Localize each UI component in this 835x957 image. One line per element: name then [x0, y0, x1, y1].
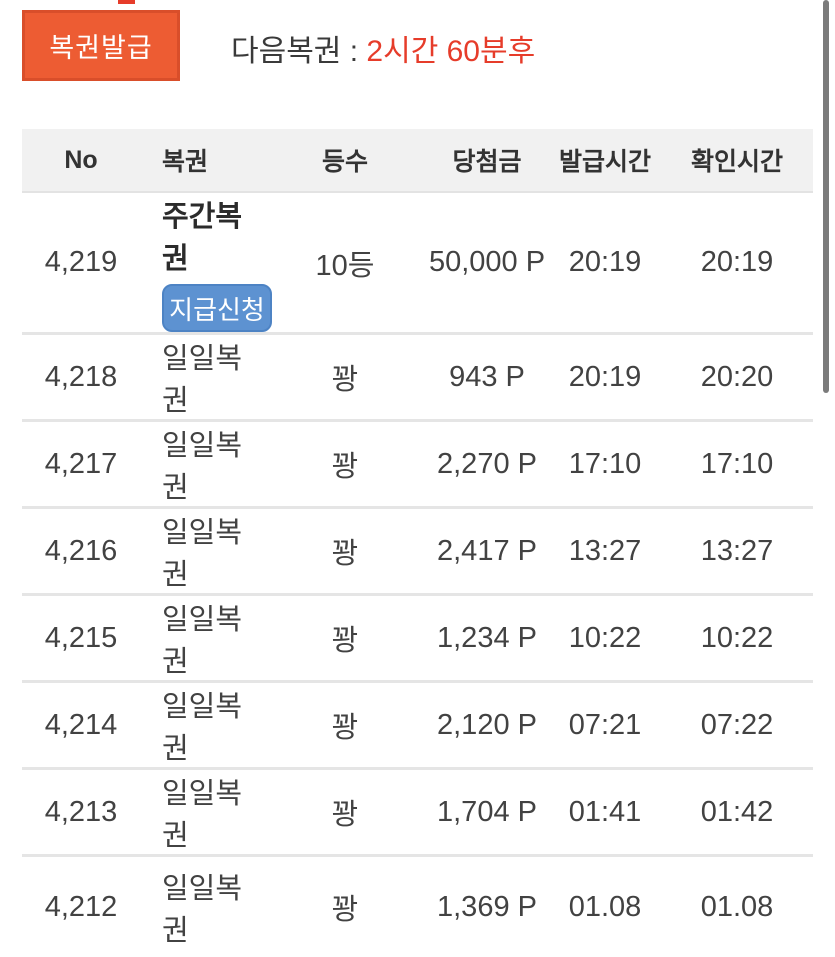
row-lottery-cell: 주간복권 지급신청	[140, 193, 272, 332]
lottery-type-label: 일일복권	[162, 604, 243, 678]
table-row: 4,219 주간복권 지급신청 10등 50,000 P 20:19 20:19	[22, 193, 813, 335]
row-prize: 1,234 P	[437, 621, 537, 654]
row-prize: 943 P	[449, 360, 525, 393]
lottery-history-table: No 복권 등수 당첨금 발급시간 확인시간 4,219 주간복권 지급신청 1…	[22, 129, 813, 957]
row-check-time: 07:22	[700, 708, 774, 741]
row-no: 4,213	[44, 795, 118, 828]
col-header-issued-time: 발급시간	[558, 148, 651, 176]
row-check-time: 13:27	[700, 534, 774, 567]
table-row: 4,216 일일복권 꽝 2,417 P 13:27 13:27	[22, 509, 813, 596]
table-row: 4,213 일일복권 꽝 1,704 P 01:41 01:42	[22, 770, 813, 857]
col-header-prize: 당첨금	[452, 148, 522, 176]
lottery-type-label: 일일복권	[162, 873, 243, 947]
row-lottery-cell: 일일복권	[140, 422, 265, 506]
row-rank: 10등	[315, 249, 375, 282]
row-issued-time: 01:41	[568, 795, 642, 828]
col-header-check-time: 확인시간	[690, 148, 783, 176]
row-lottery-cell: 일일복권	[140, 335, 265, 419]
row-issued-time: 13:27	[568, 534, 642, 567]
row-check-time: 10:22	[700, 621, 774, 654]
row-no: 4,218	[44, 360, 118, 393]
lottery-type-label: 일일복권	[162, 778, 243, 852]
row-check-time: 17:10	[700, 447, 774, 480]
table-row: 4,217 일일복권 꽝 2,270 P 17:10 17:10	[22, 422, 813, 509]
row-issued-time: 17:10	[568, 447, 642, 480]
row-check-time: 20:19	[700, 246, 774, 278]
row-lottery-cell: 일일복권	[140, 865, 265, 949]
lottery-type-label: 일일복권	[162, 517, 243, 591]
row-no: 4,217	[44, 447, 118, 480]
top-red-fragment	[118, 0, 135, 4]
row-prize: 50,000 P	[428, 246, 546, 278]
row-no: 4,212	[44, 890, 118, 923]
row-no: 4,216	[44, 534, 118, 567]
row-rank: 꽝	[331, 894, 359, 926]
row-rank: 꽝	[331, 712, 359, 744]
table-row: 4,218 일일복권 꽝 943 P 20:19 20:20	[22, 335, 813, 422]
row-rank: 꽝	[331, 538, 359, 570]
row-lottery-cell: 일일복권	[140, 683, 265, 767]
row-no: 4,214	[44, 708, 118, 741]
row-issued-time: 20:19	[568, 360, 642, 393]
lottery-type-label: 일일복권	[162, 343, 243, 417]
claim-payment-button[interactable]: 지급신청	[162, 284, 272, 332]
table-row: 4,214 일일복권 꽝 2,120 P 07:21 07:22	[22, 683, 813, 770]
row-no: 4,215	[44, 621, 118, 654]
table-header-row: No 복권 등수 당첨금 발급시간 확인시간	[22, 129, 813, 193]
row-prize: 1,704 P	[437, 795, 537, 828]
row-issued-time: 07:21	[568, 708, 642, 741]
row-lottery-cell: 일일복권	[140, 509, 265, 593]
table-row: 4,215 일일복권 꽝 1,234 P 10:22 10:22	[22, 596, 813, 683]
row-lottery-cell: 일일복권	[140, 596, 265, 680]
row-prize: 2,120 P	[437, 708, 537, 741]
row-rank: 꽝	[331, 451, 359, 483]
row-prize: 1,369 P	[437, 890, 537, 923]
issue-lottery-button[interactable]: 복권발급	[22, 10, 180, 81]
lottery-type-label: 주간복권	[162, 201, 243, 275]
vertical-scrollbar-thumb[interactable]	[823, 0, 829, 393]
row-prize: 2,270 P	[437, 447, 537, 480]
row-rank: 꽝	[331, 364, 359, 396]
lottery-type-label: 일일복권	[162, 430, 243, 504]
row-issued-time: 20:19	[568, 246, 642, 278]
col-header-no: No	[64, 145, 98, 174]
row-lottery-cell: 일일복권	[140, 770, 265, 854]
row-rank: 꽝	[331, 799, 359, 831]
col-header-lottery: 복권	[162, 148, 209, 176]
next-lottery-countdown: 2시간 60분후	[366, 35, 536, 68]
row-prize: 2,417 P	[437, 534, 537, 567]
next-lottery-status: 다음복권 : 2시간 60분후	[231, 26, 535, 70]
col-header-rank: 등수	[321, 148, 368, 176]
row-rank: 꽝	[331, 625, 359, 657]
row-check-time: 01.08	[700, 890, 774, 923]
row-no: 4,219	[44, 246, 118, 278]
table-body: 4,219 주간복권 지급신청 10등 50,000 P 20:19 20:19…	[22, 193, 813, 957]
lottery-type-label: 일일복권	[162, 691, 243, 765]
table-row: 4,212 일일복권 꽝 1,369 P 01.08 01.08	[22, 857, 813, 957]
row-issued-time: 10:22	[568, 621, 642, 654]
row-issued-time: 01.08	[568, 890, 642, 923]
next-lottery-label: 다음복권 :	[231, 35, 367, 68]
row-check-time: 01:42	[700, 795, 774, 828]
row-check-time: 20:20	[700, 360, 774, 393]
